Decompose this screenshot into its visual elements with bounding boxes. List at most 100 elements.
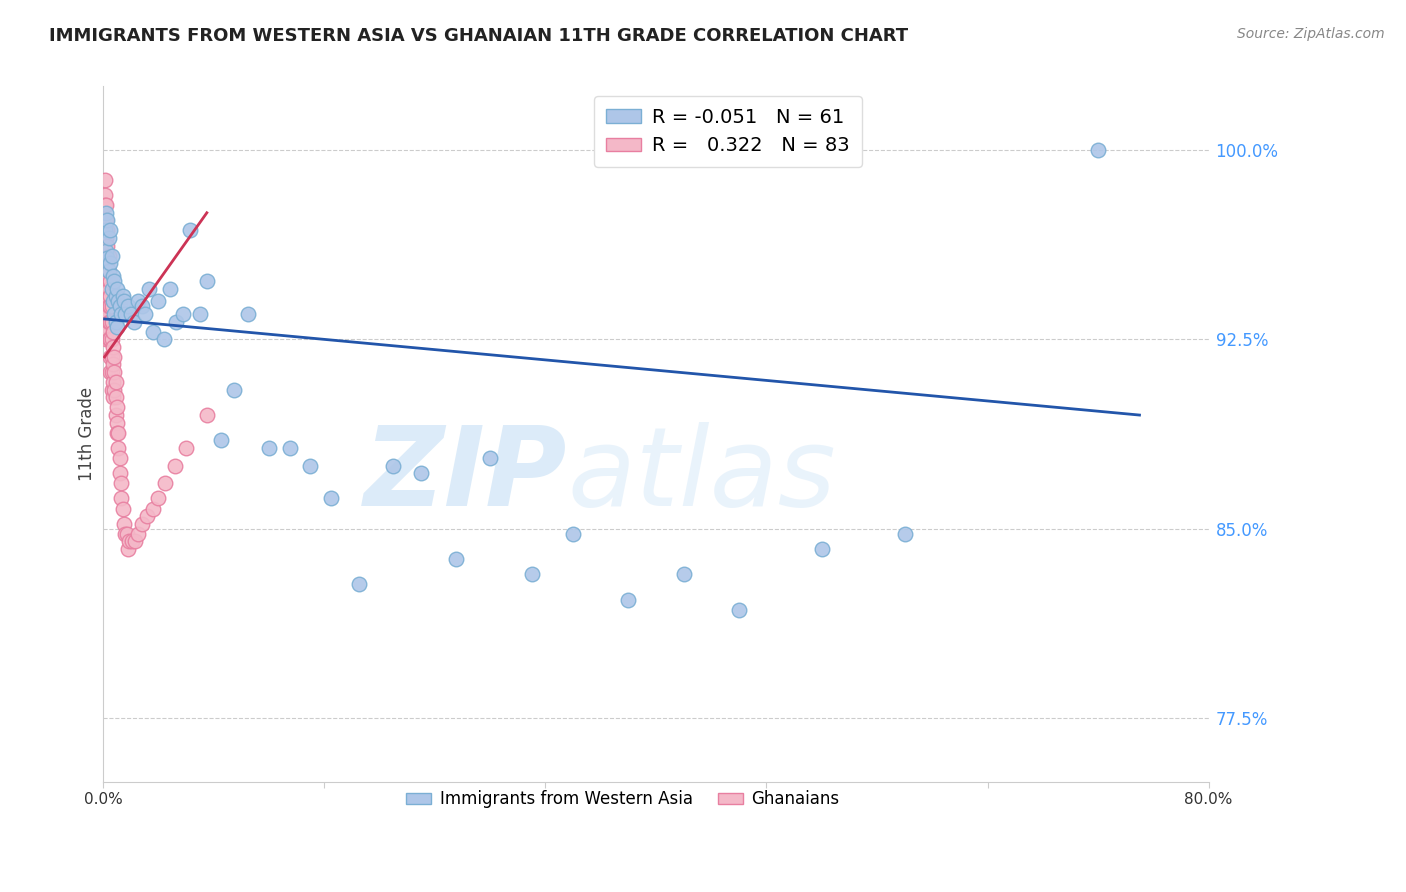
Point: [96, 325, 118, 339]
Point: [124, 534, 146, 549]
Point: [114, 527, 136, 541]
Point: [195, 274, 218, 288]
Point: [94, 249, 117, 263]
Point: [94, 332, 117, 346]
Point: [117, 542, 139, 557]
Text: ZIP: ZIP: [364, 422, 568, 529]
Point: [100, 249, 122, 263]
Point: [148, 491, 170, 506]
Point: [96, 213, 118, 227]
Y-axis label: 11th Grade: 11th Grade: [79, 387, 96, 481]
Point: [97, 282, 120, 296]
Point: [100, 332, 122, 346]
Point: [100, 282, 122, 296]
Point: [138, 282, 160, 296]
Point: [321, 491, 343, 506]
Point: [104, 390, 127, 404]
Point: [153, 332, 176, 346]
Point: [94, 299, 117, 313]
Point: [93, 274, 115, 288]
Point: [100, 299, 122, 313]
Point: [98, 274, 121, 288]
Text: atlas: atlas: [568, 422, 837, 529]
Point: [97, 299, 120, 313]
Point: [278, 441, 301, 455]
Point: [111, 289, 134, 303]
Point: [98, 365, 121, 379]
Point: [672, 567, 695, 582]
Point: [122, 314, 145, 328]
Point: [110, 476, 132, 491]
Point: [96, 223, 118, 237]
Point: [105, 425, 128, 440]
Point: [104, 375, 127, 389]
Point: [115, 527, 138, 541]
Point: [94, 264, 117, 278]
Point: [98, 299, 121, 313]
Point: [93, 289, 115, 303]
Point: [120, 307, 142, 321]
Text: IMMIGRANTS FROM WESTERN ASIA VS GHANAIAN 11TH GRADE CORRELATION CHART: IMMIGRANTS FROM WESTERN ASIA VS GHANAIAN…: [49, 27, 908, 45]
Point: [93, 223, 115, 237]
Point: [172, 307, 194, 321]
Point: [114, 307, 136, 321]
Point: [105, 416, 128, 430]
Point: [165, 314, 187, 328]
Point: [98, 314, 121, 328]
Point: [103, 274, 125, 288]
Point: [127, 527, 149, 541]
Point: [97, 264, 120, 278]
Point: [101, 294, 124, 309]
Point: [93, 173, 115, 187]
Point: [110, 307, 132, 321]
Point: [107, 294, 129, 309]
Point: [97, 332, 120, 346]
Point: [165, 458, 187, 473]
Point: [155, 476, 177, 491]
Point: [209, 434, 232, 448]
Point: [103, 350, 125, 364]
Point: [96, 256, 118, 270]
Point: [104, 314, 127, 328]
Point: [97, 314, 120, 328]
Point: [98, 289, 121, 303]
Point: [195, 408, 218, 422]
Point: [617, 592, 640, 607]
Point: [562, 527, 585, 541]
Point: [101, 358, 124, 372]
Point: [110, 491, 132, 506]
Point: [134, 307, 156, 321]
Point: [112, 516, 135, 531]
Point: [97, 231, 120, 245]
Point: [108, 467, 131, 481]
Point: [100, 383, 122, 397]
Point: [100, 314, 122, 328]
Point: [174, 441, 197, 455]
Point: [112, 294, 135, 309]
Point: [98, 256, 121, 270]
Point: [96, 307, 118, 321]
Point: [727, 603, 749, 617]
Text: Source: ZipAtlas.com: Source: ZipAtlas.com: [1237, 27, 1385, 41]
Point: [101, 390, 124, 404]
Point: [94, 213, 117, 227]
Point: [1087, 143, 1109, 157]
Point: [117, 299, 139, 313]
Point: [179, 223, 201, 237]
Point: [101, 325, 124, 339]
Point: [136, 509, 159, 524]
Point: [131, 516, 153, 531]
Point: [382, 458, 405, 473]
Point: [101, 268, 124, 283]
Point: [93, 249, 115, 263]
Point: [94, 198, 117, 212]
Point: [159, 282, 181, 296]
Point: [188, 307, 211, 321]
Legend: Immigrants from Western Asia, Ghanaians: Immigrants from Western Asia, Ghanaians: [399, 784, 846, 815]
Point: [127, 294, 149, 309]
Point: [98, 350, 121, 364]
Point: [104, 408, 127, 422]
Point: [101, 375, 124, 389]
Point: [238, 307, 260, 321]
Point: [347, 577, 370, 591]
